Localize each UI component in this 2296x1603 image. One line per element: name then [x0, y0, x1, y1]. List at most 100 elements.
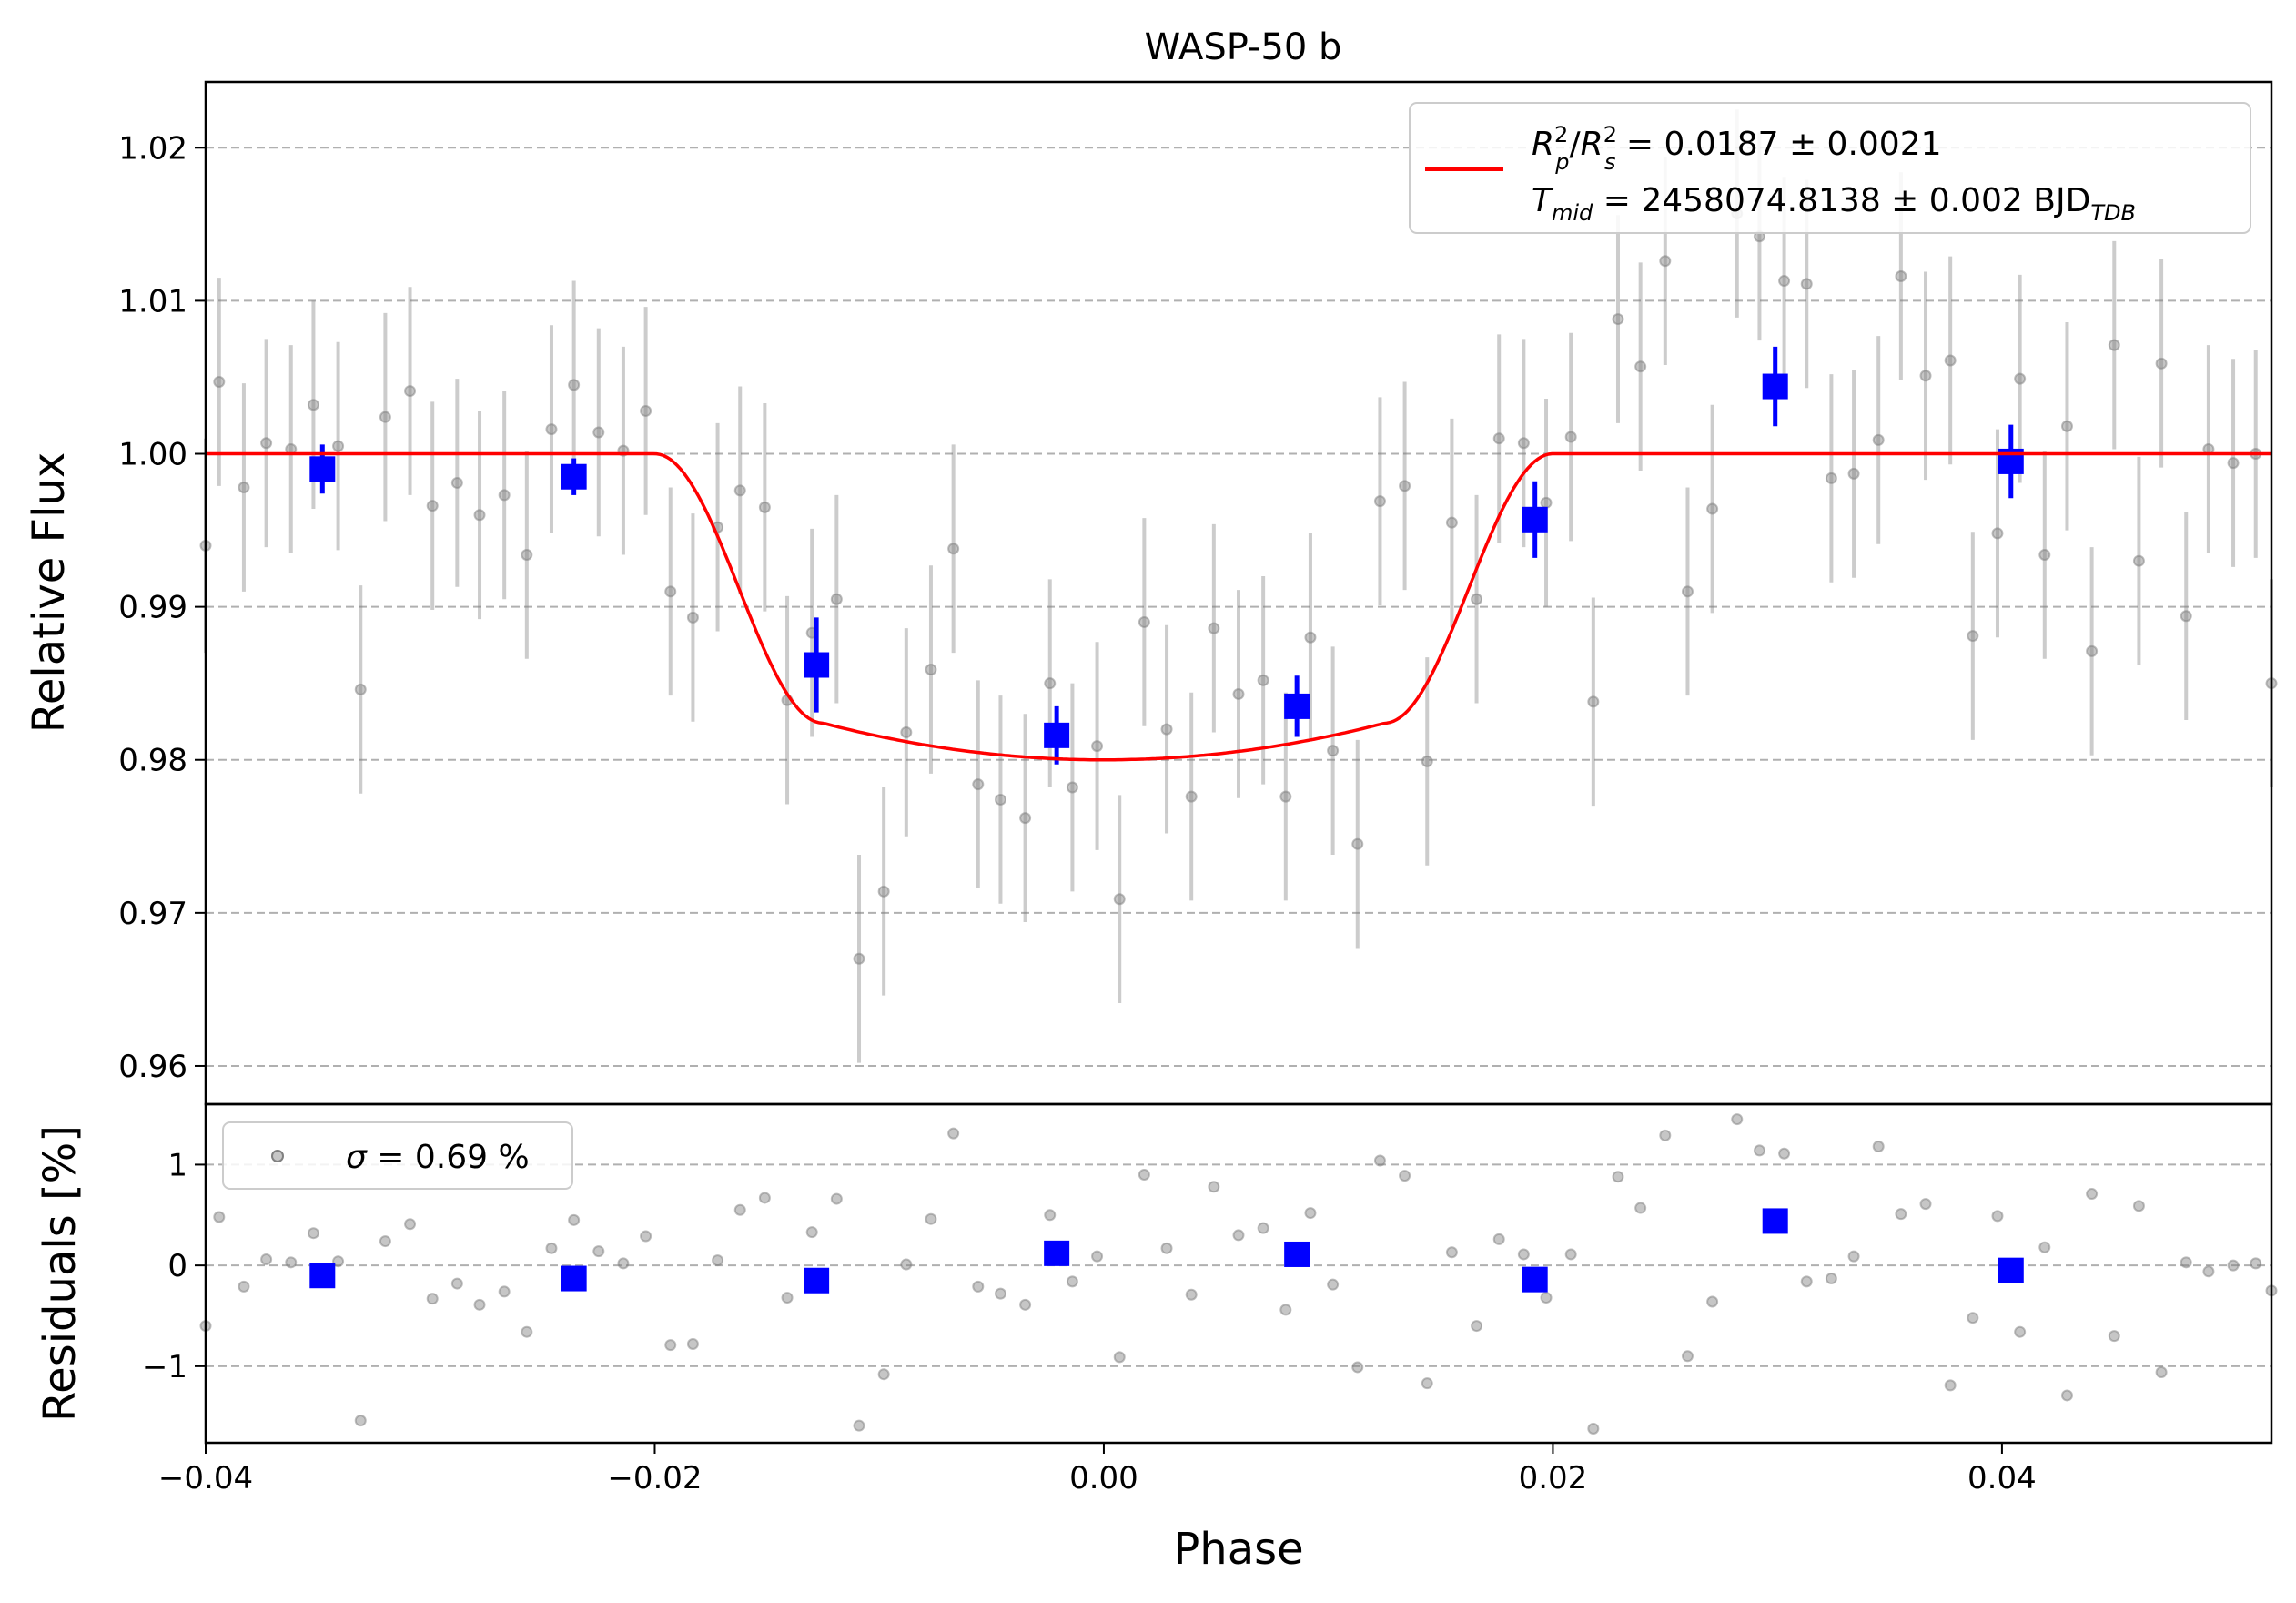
residual-raw-point	[545, 1242, 558, 1254]
raw-point	[332, 440, 345, 452]
residual-raw-point	[2202, 1265, 2215, 1278]
residual-raw-point	[1044, 1209, 1057, 1222]
raw-point	[213, 376, 226, 389]
residual-raw-point	[830, 1192, 843, 1205]
main-legend-box	[1409, 102, 2251, 234]
residual-y-tick-label: −1	[142, 1349, 187, 1385]
raw-point	[1044, 677, 1057, 690]
raw-point	[238, 482, 250, 494]
residual-raw-point	[1492, 1233, 1505, 1245]
raw-point	[473, 509, 486, 522]
raw-point	[498, 489, 511, 502]
residual-raw-point	[1517, 1248, 1530, 1261]
raw-point	[853, 952, 865, 965]
raw-point	[1232, 687, 1245, 700]
residual-raw-point	[972, 1280, 985, 1293]
residual-raw-point	[473, 1298, 486, 1311]
residual-raw-point	[568, 1213, 581, 1226]
raw-point	[379, 411, 391, 423]
residual-binned-point	[804, 1267, 830, 1294]
raw-point	[1895, 270, 1907, 283]
residual-raw-point	[1659, 1129, 1672, 1141]
raw-point	[1564, 431, 1577, 443]
main-y-tick-label: 0.99	[118, 590, 187, 626]
residual-raw-point	[1113, 1351, 1126, 1364]
raw-point	[2086, 644, 2099, 657]
main-y-tick-label: 0.98	[118, 743, 187, 779]
raw-point	[1612, 313, 1624, 326]
binned-point	[1522, 506, 1548, 533]
raw-point	[2132, 554, 2145, 567]
raw-point	[925, 664, 937, 676]
residual-raw-point	[238, 1280, 250, 1293]
raw-point	[1257, 674, 1269, 686]
raw-point	[1659, 255, 1672, 268]
x-tick-label: −0.02	[607, 1460, 702, 1496]
residual-raw-point	[2250, 1257, 2262, 1270]
x-tick-label: 0.02	[1519, 1460, 1588, 1496]
raw-point	[1091, 740, 1104, 753]
residual-raw-point	[1257, 1222, 1269, 1234]
raw-point	[1445, 516, 1458, 529]
raw-point	[1351, 837, 1364, 850]
raw-point	[972, 778, 985, 791]
residual-raw-point	[1634, 1202, 1647, 1214]
residual-raw-point	[877, 1368, 890, 1381]
residual-raw-point	[2227, 1259, 2240, 1272]
raw-point	[1800, 278, 1813, 290]
raw-point	[877, 885, 890, 898]
residual-raw-point	[1351, 1361, 1364, 1374]
residual-raw-point	[1471, 1320, 1483, 1333]
x-axis-label: Phase	[1173, 1524, 1303, 1575]
residual-raw-point	[213, 1211, 226, 1223]
residual-raw-point	[1138, 1169, 1150, 1181]
residual-legend: σ = 0.69 %	[222, 1121, 573, 1190]
raw-point	[1991, 527, 2004, 540]
main-y-ticks: 0.96 0.97 0.98 0.99 1.00 1.01 1.02	[118, 130, 206, 1085]
raw-point	[1113, 893, 1126, 906]
residual-raw-point	[2155, 1366, 2168, 1378]
binned-point	[1762, 373, 1788, 400]
raw-point	[1327, 745, 1340, 757]
raw-point	[545, 423, 558, 436]
residual-raw-point	[1019, 1298, 1032, 1311]
raw-point	[2014, 372, 2027, 385]
residual-raw-point	[1991, 1210, 2004, 1223]
residual-raw-point	[2108, 1330, 2120, 1343]
raw-point	[1587, 695, 1600, 708]
residual-raw-point	[1304, 1207, 1317, 1220]
raw-point	[1540, 496, 1553, 509]
residual-binned-point	[1284, 1241, 1310, 1267]
raw-point	[1967, 630, 1979, 643]
residual-plot-frame	[204, 1102, 2273, 1445]
raw-point	[426, 500, 439, 512]
residual-raw-point	[925, 1212, 937, 1225]
residual-raw-point	[640, 1230, 652, 1243]
residual-raw-point	[994, 1287, 1006, 1300]
residual-raw-point	[2086, 1188, 2099, 1201]
residual-legend-box	[222, 1121, 573, 1190]
raw-point	[2060, 420, 2073, 432]
residual-raw-point	[1895, 1208, 1907, 1221]
raw-point	[1208, 622, 1220, 634]
raw-point	[1373, 495, 1386, 508]
raw-point	[2155, 357, 2168, 370]
residual-raw-point	[1564, 1248, 1577, 1261]
raw-point	[450, 476, 463, 489]
residual-raw-point	[686, 1338, 699, 1350]
binned-point	[1044, 722, 1070, 748]
raw-point	[1825, 472, 1837, 484]
residual-raw-point	[758, 1192, 771, 1204]
raw-point	[830, 593, 843, 605]
raw-point	[1066, 781, 1078, 794]
raw-point	[260, 437, 273, 450]
raw-point	[1160, 723, 1173, 736]
main-y-tick-label: 1.00	[118, 437, 187, 473]
residual-raw-point	[285, 1256, 298, 1269]
residual-raw-point	[1753, 1144, 1765, 1157]
raw-point	[994, 793, 1006, 806]
residual-legend-label: σ = 0.69 %	[346, 1139, 530, 1176]
main-panel: 0.96 0.97 0.98 0.99 1.00 1.01 1.02 Relative Fl…	[24, 80, 2278, 1106]
x-tick-label: 0.00	[1069, 1460, 1138, 1496]
